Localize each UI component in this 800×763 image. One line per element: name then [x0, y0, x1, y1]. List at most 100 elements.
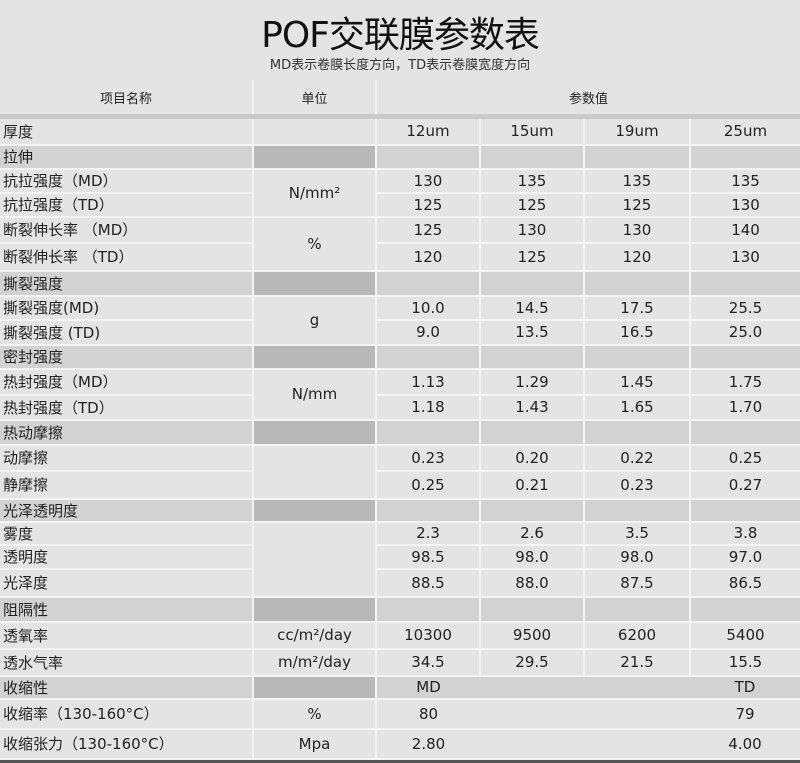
value-cell: 130: [688, 242, 800, 272]
unit-cell: [252, 596, 376, 623]
item-name: 阻隔性: [0, 596, 253, 623]
value-cell: 25.0: [688, 319, 800, 346]
value-cell: 15um: [479, 116, 584, 146]
value-cell: [583, 419, 690, 446]
item-name: 透氧率: [0, 621, 253, 650]
value-cell: 79: [690, 698, 800, 730]
value-cell: 1.70: [688, 394, 800, 421]
item-name: 光泽透明度: [0, 498, 253, 523]
parameter-table: 项目名称 单位 参数值 厚度 12um 15um 19um 25um 拉伸 抗拉强度（MD）…: [0, 80, 800, 760]
value-cell: [375, 419, 480, 446]
page-subtitle: MD表示卷膜长度方向，TD表示卷膜宽度方向: [269, 58, 531, 73]
value-cell: [479, 419, 584, 446]
value-cell: 10.0: [375, 295, 480, 321]
item-name: 雾度: [0, 521, 253, 546]
value-cell: 130: [479, 216, 584, 244]
value-cell: 130: [688, 192, 800, 218]
value-cell: [479, 344, 584, 370]
value-cell: 3.5: [583, 521, 690, 546]
table-row: 抗拉强度（TD） 125 125 125 130: [0, 192, 800, 218]
value-cell: [688, 419, 800, 446]
value-cell: 140: [688, 216, 800, 244]
table-row: 静摩擦 0.25 0.21 0.23 0.27: [0, 470, 800, 500]
value-cell: 1.29: [479, 368, 584, 396]
value-cell: 17.5: [583, 295, 690, 321]
value-cell: [584, 675, 690, 700]
table-row: 断裂伸长率 （TD） 120 125 120 130: [0, 242, 800, 272]
item-name: 动摩擦: [0, 444, 253, 472]
table-row: 透明度 98.5 98.0 98.0 97.0: [0, 544, 800, 570]
unit-cell: [252, 116, 376, 146]
value-cell: 125: [479, 192, 584, 218]
value-cell: 5400: [688, 621, 800, 650]
value-cell: 1.18: [375, 394, 480, 421]
value-cell: 86.5: [688, 568, 800, 598]
item-name: 断裂伸长率 （TD）: [0, 242, 253, 272]
section-row: 密封强度: [0, 344, 800, 370]
value-cell: [375, 596, 480, 623]
item-name: 撕裂强度: [0, 270, 253, 297]
header-values: 参数值: [374, 80, 800, 119]
section-row: 光泽透明度: [0, 498, 800, 523]
value-cell: 34.5: [375, 648, 480, 677]
item-name: 透水气率: [0, 648, 253, 677]
table-row: 抗拉强度（MD） N/mm² 130 135 135 135: [0, 168, 800, 218]
table-row: 热封强度（TD） 1.18 1.43 1.65 1.70: [0, 394, 800, 421]
value-cell: 13.5: [479, 319, 584, 346]
value-cell: 120: [375, 242, 480, 272]
value-cell: [480, 728, 584, 760]
unit-cell: g: [252, 295, 376, 346]
value-cell: [479, 144, 584, 170]
value-cell: 125: [583, 192, 690, 218]
item-name: 拉伸: [0, 144, 253, 170]
value-cell: 120: [583, 242, 690, 272]
value-cell: 87.5: [583, 568, 690, 598]
value-cell: [480, 698, 584, 730]
value-cell: 21.5: [583, 648, 690, 677]
value-cell: 125: [479, 242, 584, 272]
section-row: 撕裂强度: [0, 270, 800, 297]
item-name: 收缩张力（130-160°C）: [0, 728, 253, 760]
unit-cell: [252, 419, 376, 446]
value-cell: [479, 270, 584, 297]
value-cell: [688, 498, 800, 523]
value-cell: [583, 498, 690, 523]
item-name: 抗拉强度（MD）: [0, 168, 253, 194]
value-cell: 130: [583, 216, 690, 244]
value-cell: 0.25: [375, 470, 480, 500]
item-name: 撕裂强度(MD): [0, 295, 253, 321]
value-cell: 88.0: [479, 568, 584, 598]
value-cell: [479, 596, 584, 623]
value-cell: 98.5: [375, 544, 480, 570]
unit-cell: Mpa: [252, 728, 376, 760]
value-cell: 98.0: [479, 544, 584, 570]
value-cell: 9.0: [375, 319, 480, 346]
value-cell: 29.5: [479, 648, 584, 677]
value-cell: 97.0: [688, 544, 800, 570]
value-cell: [480, 675, 584, 700]
value-cell: 10300: [375, 621, 480, 650]
table-row: 断裂伸长率 （MD）% 125 130 130 140: [0, 216, 800, 272]
value-cell: 2.3: [375, 521, 480, 546]
value-cell: 0.27: [688, 470, 800, 500]
value-cell: [583, 596, 690, 623]
value-cell: 25um: [688, 116, 800, 146]
table-row: 收缩率（130-160°C）% 80 79: [0, 698, 800, 730]
table-row: 雾度 2.3 2.6 3.5 3.8: [0, 521, 800, 598]
unit-cell: cc/m²/day: [252, 621, 376, 650]
unit-cell: [252, 270, 376, 297]
value-cell: 2.6: [479, 521, 584, 546]
value-cell: 0.23: [375, 444, 480, 472]
value-cell: [688, 344, 800, 370]
value-cell: 1.13: [375, 368, 480, 396]
table-row: 透水气率 m/m²/day 34.5 29.5 21.5 15.5: [0, 648, 800, 677]
value-cell: 4.00: [690, 728, 800, 760]
value-cell: 125: [375, 216, 480, 244]
header-name: 项目名称: [0, 80, 253, 119]
table-row: 光泽度 88.5 88.0 87.5 86.5: [0, 568, 800, 598]
item-name: 静摩擦: [0, 470, 253, 500]
value-cell: [688, 596, 800, 623]
value-cell: 135: [688, 168, 800, 194]
item-name: 断裂伸长率 （MD）: [0, 216, 253, 244]
value-cell: 19um: [583, 116, 690, 146]
